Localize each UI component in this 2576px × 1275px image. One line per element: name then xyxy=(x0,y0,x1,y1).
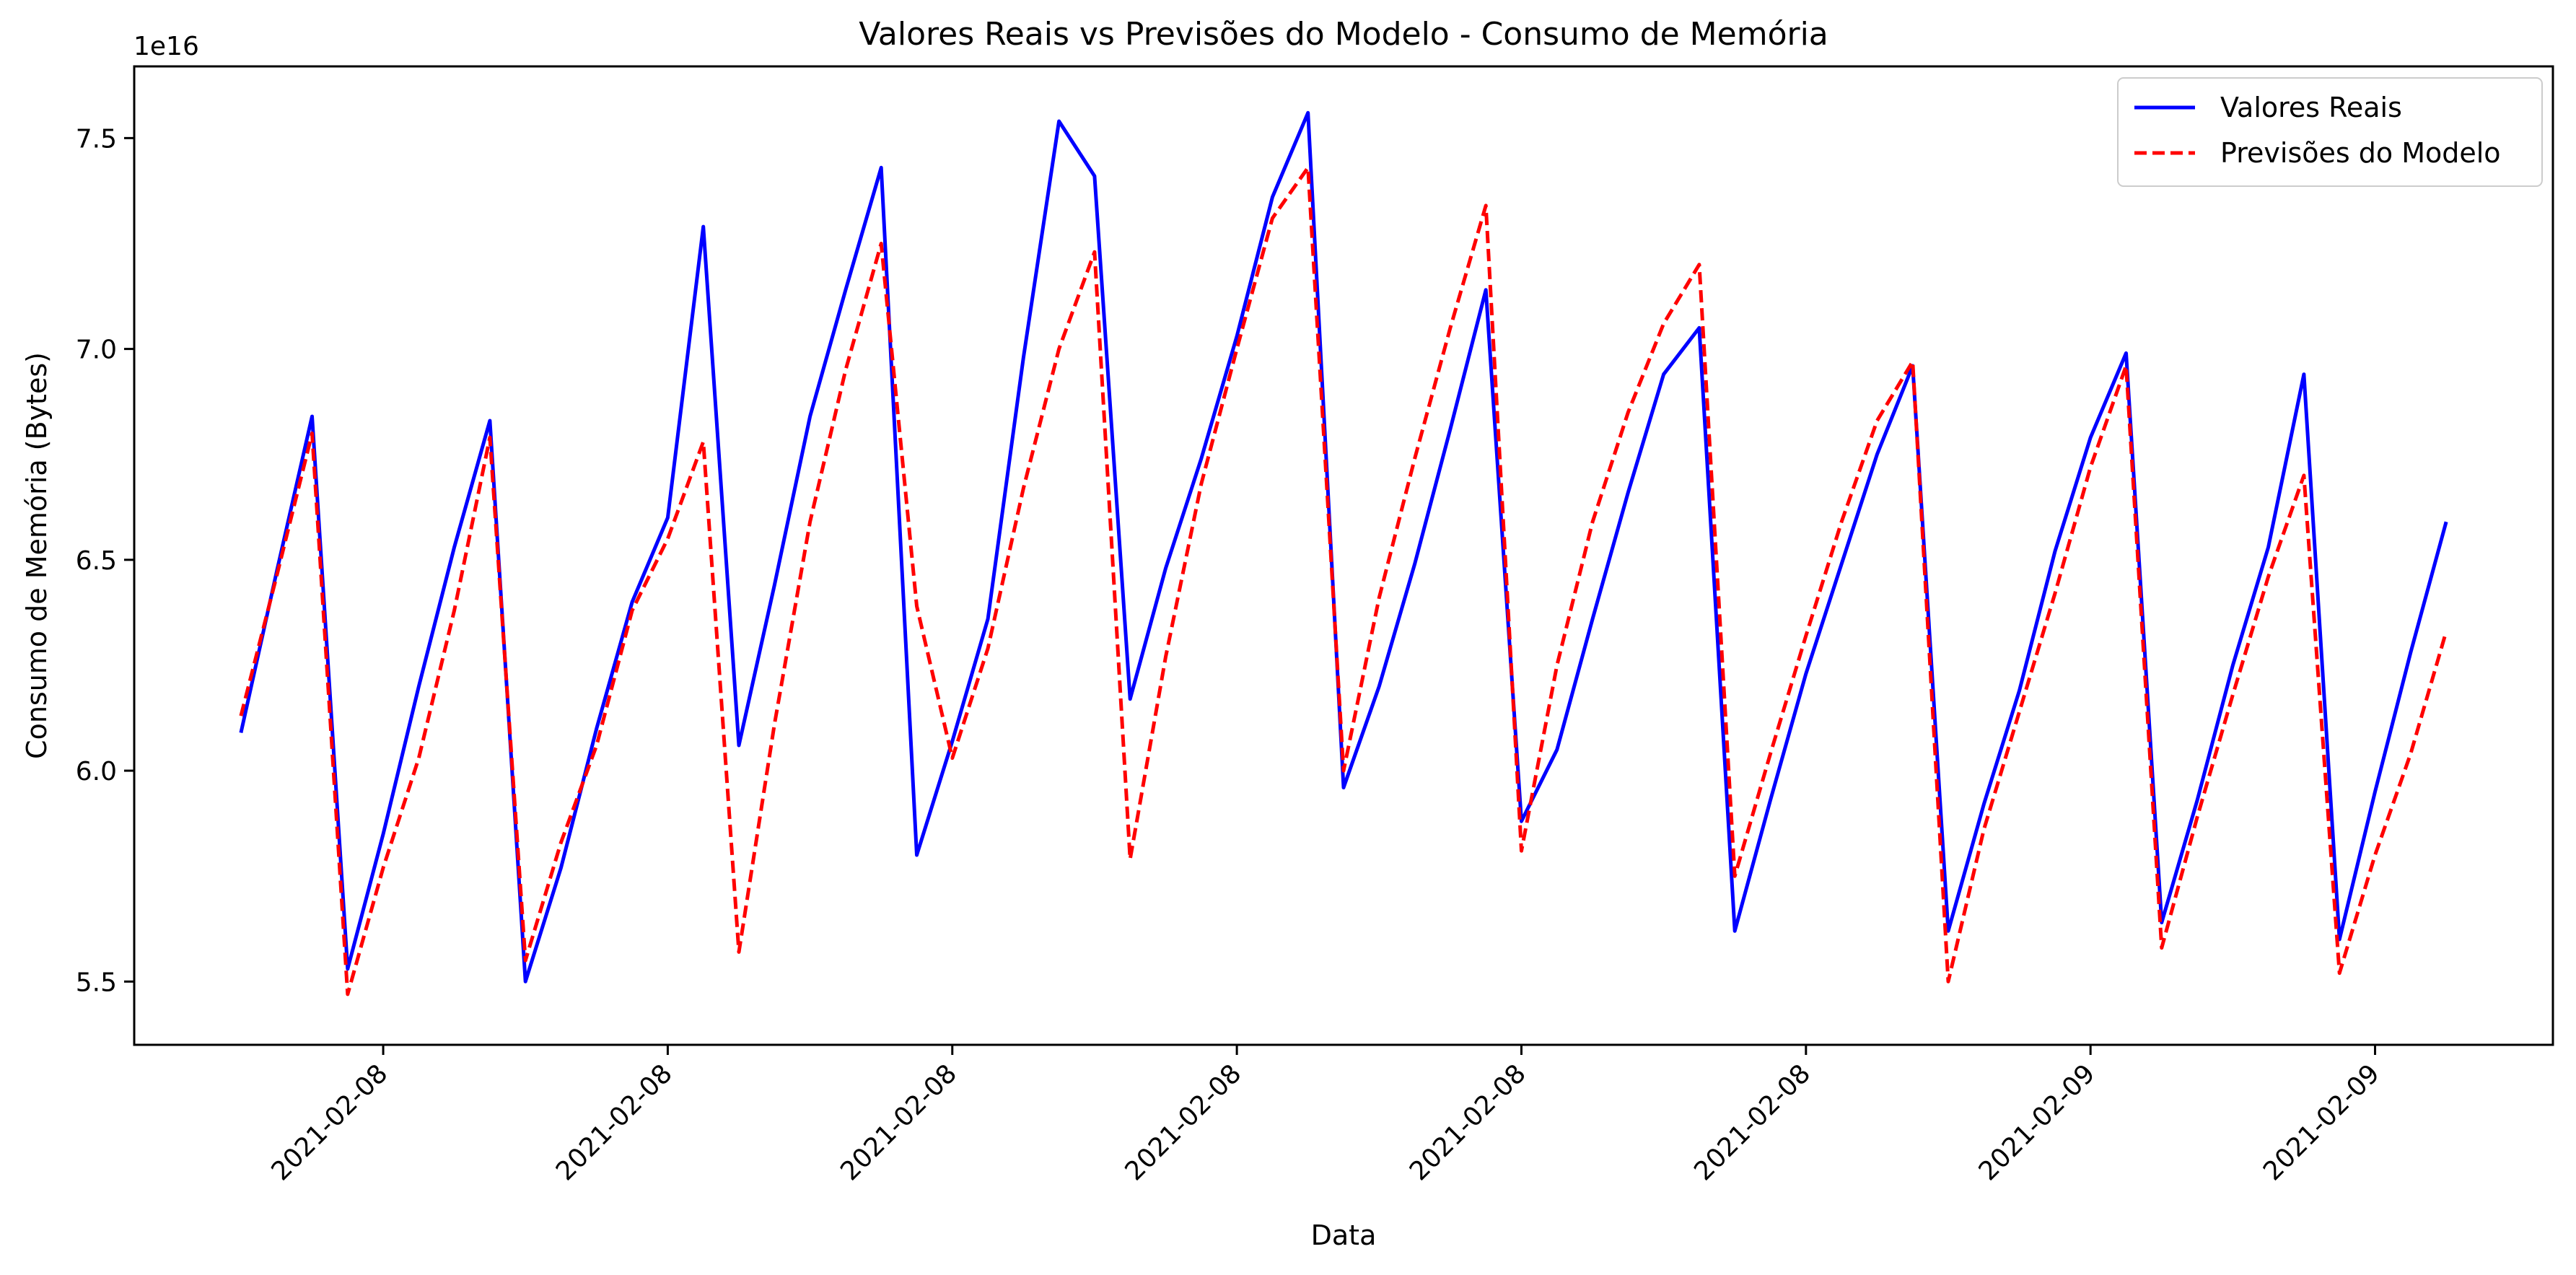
y-tick-label: 7.5 xyxy=(76,124,117,154)
y-tick-label: 6.0 xyxy=(76,757,117,787)
plot-area xyxy=(133,65,2554,1046)
y-axis: 5.5 6.0 6.5 7.0 7.5 xyxy=(76,124,134,997)
series-line-valores-reais xyxy=(239,110,2448,983)
y-tick-label: 7.0 xyxy=(76,336,117,365)
x-axis-label: Data xyxy=(1311,1219,1377,1251)
y-tick-label: 6.5 xyxy=(76,546,117,576)
plot-frame xyxy=(133,65,2554,1046)
y-axis-label: Consumo de Memória (Bytes) xyxy=(21,352,53,759)
series-line-previsoes-do-modelo xyxy=(239,165,2448,996)
legend-box xyxy=(2117,77,2543,187)
y-axis-multiplier: 1e16 xyxy=(133,32,199,61)
legend-label-previsoes-do-modelo: Previsões do Modelo xyxy=(2220,137,2501,169)
legend: Valores Reais Previsões do Modelo xyxy=(2117,77,2543,187)
y-tick-label: 5.5 xyxy=(76,968,117,997)
chart-title: Valores Reais vs Previsões do Modelo - C… xyxy=(859,16,1828,53)
series-layer xyxy=(239,110,2448,996)
legend-label-valores-reais: Valores Reais xyxy=(2220,92,2402,123)
